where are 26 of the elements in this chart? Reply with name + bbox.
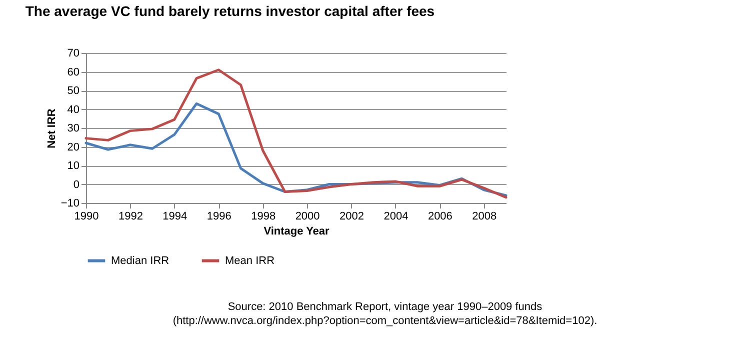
x-tick-label: 1990 — [74, 210, 99, 222]
chart-title: The average VC fund barely returns investor capital after fees — [25, 3, 435, 19]
y-tick-label: −10 — [60, 198, 80, 210]
y-tick-label: 10 — [67, 160, 80, 172]
x-tick-label: 2002 — [340, 210, 364, 222]
y-tick-label: 0 — [73, 178, 80, 191]
y-tick-label: 50 — [67, 85, 80, 97]
x-tick-label: 1992 — [118, 210, 143, 222]
x-axis-title: Vintage Year — [264, 226, 330, 238]
x-tick-label: 1998 — [251, 210, 276, 222]
x-tick-label: 2000 — [295, 210, 320, 222]
y-tick-label: 60 — [67, 66, 80, 78]
x-tick-label: 1994 — [162, 210, 188, 222]
y-tick-label: 20 — [67, 141, 80, 154]
y-tick-label: 70 — [67, 48, 80, 60]
y-axis-title: Net IRR — [46, 108, 58, 148]
y-tick-label: 40 — [67, 104, 80, 116]
legend-label: Mean IRR — [225, 254, 275, 267]
x-tick-label: 2008 — [472, 210, 497, 222]
x-tick-label: 2006 — [428, 210, 452, 222]
legend-label: Median IRR — [111, 254, 170, 267]
y-tick-label: 30 — [67, 122, 80, 134]
line-series — [84, 68, 508, 199]
x-tick-label: 2004 — [384, 210, 408, 222]
source-note: Source: 2010 Benchmark Report, vintage year 1990–2009 funds (http://www.nvca.org/index.php?option=com_content&view=article&id=78&Itemid=102). — [172, 300, 598, 328]
x-tick-label: 1996 — [206, 210, 232, 222]
